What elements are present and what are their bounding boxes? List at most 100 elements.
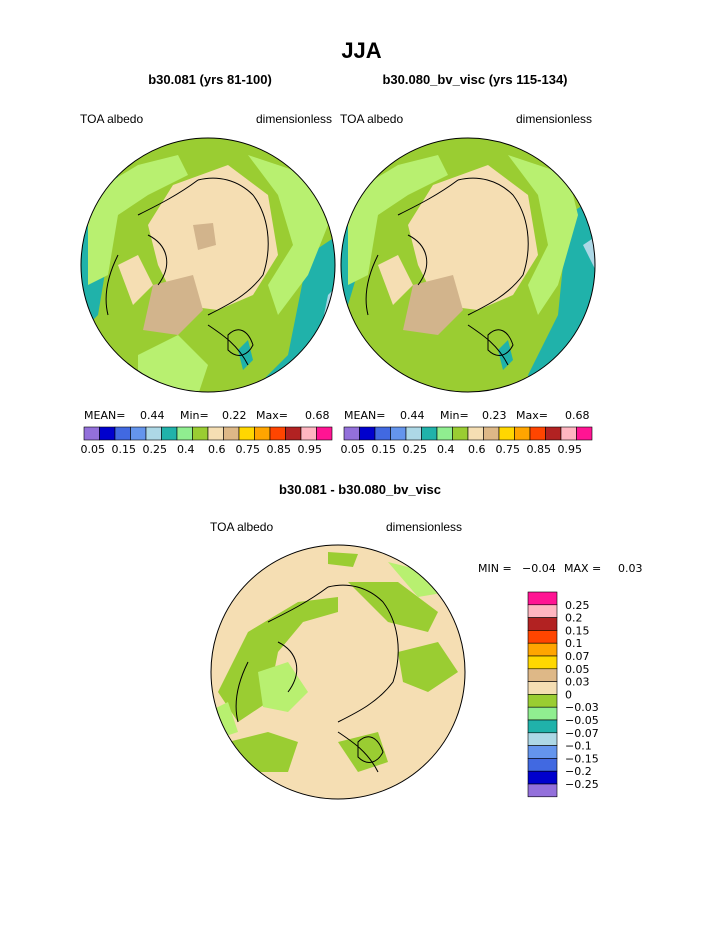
panel2-case-label: b30.080_bv_visc (yrs 115-134)	[382, 72, 568, 87]
panel1-mean-value: 0.44	[140, 409, 165, 422]
albedo-colorbar-1-swatch-8	[207, 426, 224, 441]
albedo-colorbar-2-tick-label-3: 0.4	[437, 443, 455, 456]
panel2-min-value: 0.23	[482, 409, 507, 422]
albedo-colorbar-1: 0.05 0.15 0.25 0.4 0.6 0.75 0.85 0.95	[81, 426, 333, 456]
difference-colorbar-tick-label-7: 0	[565, 688, 572, 701]
albedo-colorbar-1-tick-label-1: 0.15	[112, 443, 137, 456]
albedo-colorbar-1-swatch-1	[99, 426, 116, 441]
albedo-colorbar-1-tick-label-2: 0.25	[143, 443, 168, 456]
panel2-max-label: Max=	[516, 409, 548, 422]
difference-colorbar-swatch-4	[527, 642, 558, 657]
albedo-colorbar-2-swatch-10	[498, 426, 515, 441]
albedo-colorbar-1-swatch-7	[192, 426, 209, 441]
panel2-variable: TOA albedo	[340, 112, 404, 126]
albedo-colorbar-2-swatch-15	[576, 426, 593, 441]
albedo-colorbar-2-swatch-0	[343, 426, 360, 441]
albedo-colorbar-1-swatch-3	[130, 426, 147, 441]
difference-map	[210, 544, 466, 800]
panel1-case-label: b30.081 (yrs 81-100)	[148, 72, 272, 87]
albedo-colorbar-1-tick-label-5: 0.75	[236, 443, 261, 456]
difference-colorbar-swatch-5	[527, 655, 558, 670]
albedo-colorbar-2-tick-label-6: 0.85	[527, 443, 552, 456]
albedo-colorbar-2-swatch-13	[545, 426, 562, 441]
albedo-colorbar-2: 0.05 0.15 0.25 0.4 0.6 0.75 0.85 0.95	[341, 426, 593, 456]
difference-colorbar-tick-label-10: −0.07	[565, 727, 599, 740]
difference-colorbar-swatch-14	[527, 770, 558, 785]
albedo-colorbar-1-swatch-6	[176, 426, 193, 441]
albedo-colorbar-2-swatch-12	[529, 426, 546, 441]
albedo-colorbar-1-swatch-5	[161, 426, 178, 441]
difference-colorbar-tick-label-5: 0.05	[565, 663, 590, 676]
albedo-colorbar-2-tick-label-7: 0.95	[558, 443, 583, 456]
difference-colorbar-swatch-10	[527, 719, 558, 734]
difference-colorbar: 0.250.20.150.10.070.050.030−0.03−0.05−0.…	[527, 591, 599, 798]
difference-colorbar-swatch-13	[527, 758, 558, 772]
difference-colorbar-tick-label-11: −0.1	[565, 740, 592, 753]
albedo-colorbar-2-swatch-11	[514, 426, 531, 441]
difference-colorbar-tick-label-12: −0.15	[565, 752, 599, 765]
albedo-colorbar-1-swatch-13	[285, 426, 302, 441]
albedo-colorbar-2-swatch-6	[436, 426, 453, 441]
panel2-mean-label: MEAN=	[344, 409, 386, 422]
albedo-colorbar-1-swatch-4	[145, 426, 162, 441]
difference-colorbar-swatch-11	[527, 732, 558, 746]
albedo-colorbar-1-tick-label-0: 0.05	[81, 443, 106, 456]
albedo-map-2	[340, 137, 596, 393]
difference-colorbar-swatch-0	[527, 591, 558, 606]
panel2-mean-value: 0.44	[400, 409, 425, 422]
difference-colorbar-swatch-9	[527, 706, 558, 721]
difference-colorbar-swatch-1	[527, 604, 558, 618]
albedo-colorbar-1-tick-label-4: 0.6	[208, 443, 226, 456]
panel1-max-label: Max=	[256, 409, 288, 422]
difference-colorbar-swatch-8	[527, 694, 558, 708]
difference-colorbar-tick-label-9: −0.05	[565, 714, 599, 727]
difference-colorbar-swatch-3	[527, 630, 558, 644]
albedo-colorbar-1-swatch-10	[238, 426, 255, 441]
albedo-colorbar-1-swatch-0	[83, 426, 100, 441]
panel1-min-value: 0.22	[222, 409, 247, 422]
diff-min-value: −0.04	[522, 562, 556, 575]
albedo-colorbar-1-swatch-15	[316, 426, 333, 441]
albedo-colorbar-2-tick-label-2: 0.25	[403, 443, 428, 456]
difference-colorbar-swatch-12	[527, 745, 558, 759]
albedo-colorbar-1-swatch-14	[300, 426, 317, 441]
diff-max-label: MAX =	[564, 562, 602, 575]
panel2-min-label: Min=	[440, 409, 469, 422]
difference-colorbar-swatch-7	[527, 681, 558, 695]
diff-case-label: b30.081 - b30.080_bv_visc	[279, 482, 441, 497]
albedo-colorbar-2-swatch-1	[359, 426, 376, 441]
difference-colorbar-tick-label-0: 0.25	[565, 599, 590, 612]
panel2-max-value: 0.68	[565, 409, 590, 422]
albedo-colorbar-2-tick-label-5: 0.75	[496, 443, 521, 456]
panel2-units: dimensionless	[516, 112, 593, 126]
difference-colorbar-tick-label-1: 0.2	[565, 612, 583, 625]
albedo-colorbar-2-swatch-3	[390, 426, 407, 441]
difference-colorbar-swatch-15	[527, 783, 558, 798]
panel1-variable: TOA albedo	[80, 112, 144, 126]
albedo-colorbar-1-swatch-2	[114, 426, 131, 441]
difference-colorbar-tick-label-3: 0.1	[565, 637, 583, 650]
difference-colorbar-swatch-6	[527, 668, 558, 682]
diff-units: dimensionless	[386, 520, 463, 534]
difference-colorbar-tick-label-8: −0.03	[565, 701, 599, 714]
panel1-max-value: 0.68	[305, 409, 330, 422]
difference-colorbar-tick-label-14: −0.25	[565, 778, 599, 791]
difference-colorbar-swatch-2	[527, 617, 558, 631]
albedo-colorbar-2-tick-label-0: 0.05	[341, 443, 366, 456]
albedo-colorbar-2-swatch-9	[483, 426, 500, 441]
albedo-colorbar-1-swatch-11	[254, 426, 271, 441]
panel1-mean-label: MEAN=	[84, 409, 126, 422]
diff-max-value: 0.03	[618, 562, 643, 575]
albedo-map-1	[80, 137, 336, 393]
albedo-colorbar-1-swatch-12	[269, 426, 286, 441]
albedo-colorbar-2-swatch-8	[467, 426, 484, 441]
albedo-colorbar-2-swatch-4	[405, 426, 422, 441]
albedo-colorbar-2-tick-label-1: 0.15	[372, 443, 397, 456]
difference-colorbar-tick-label-6: 0.03	[565, 676, 590, 689]
albedo-colorbar-2-swatch-14	[560, 426, 577, 441]
panel1-units: dimensionless	[256, 112, 333, 126]
albedo-colorbar-2-tick-label-4: 0.6	[468, 443, 486, 456]
panel1-min-label: Min=	[180, 409, 209, 422]
difference-colorbar-tick-label-4: 0.07	[565, 650, 590, 663]
diff-variable: TOA albedo	[210, 520, 274, 534]
